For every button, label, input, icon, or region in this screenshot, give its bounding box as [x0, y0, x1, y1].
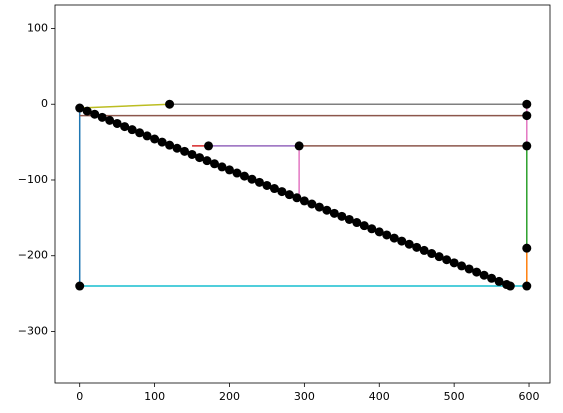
x-tick-label: 100: [144, 390, 165, 403]
y-tick-label: −200: [18, 249, 48, 262]
point: [294, 141, 304, 151]
point: [82, 106, 92, 116]
point: [75, 103, 85, 113]
point: [427, 249, 437, 259]
point: [449, 258, 459, 268]
y-tick-label: 100: [27, 21, 48, 34]
point: [165, 99, 175, 109]
point: [210, 159, 220, 169]
plot-frame: [54, 4, 551, 384]
x-tick-label: 0: [76, 390, 83, 403]
point: [457, 261, 467, 271]
point: [247, 174, 257, 184]
x-tick-label: 300: [294, 390, 315, 403]
point: [522, 243, 532, 253]
point: [404, 239, 414, 249]
point: [479, 270, 489, 280]
point: [397, 236, 407, 246]
point: [329, 208, 339, 218]
x-tick-label: 200: [219, 390, 240, 403]
point: [352, 218, 362, 228]
point: [180, 146, 190, 156]
point: [232, 168, 242, 178]
point: [277, 187, 287, 197]
point: [262, 180, 272, 190]
point: [254, 177, 264, 187]
point: [412, 242, 422, 252]
line: [79, 103, 170, 109]
point: [150, 134, 160, 144]
x-tick-label: 500: [444, 390, 465, 403]
point: [127, 125, 137, 135]
point: [90, 109, 100, 119]
point: [187, 149, 197, 159]
point: [97, 112, 107, 122]
point: [522, 111, 532, 121]
point: [112, 118, 122, 128]
point: [172, 143, 182, 153]
point: [359, 221, 369, 231]
point: [157, 137, 167, 147]
point: [464, 264, 474, 274]
point: [217, 162, 227, 172]
point: [224, 165, 234, 175]
point: [419, 245, 429, 255]
point: [165, 140, 175, 150]
x-tick-label: 400: [369, 390, 390, 403]
point: [195, 153, 205, 163]
x-tick-label: 600: [519, 390, 540, 403]
point: [75, 281, 85, 291]
point: [204, 141, 214, 151]
point: [522, 141, 532, 151]
point: [135, 128, 145, 138]
point: [434, 252, 444, 262]
point: [322, 205, 332, 215]
point: [142, 131, 152, 141]
point: [522, 99, 532, 109]
y-tick-label: −300: [18, 324, 48, 337]
point: [269, 184, 279, 194]
point: [292, 193, 302, 203]
point: [307, 199, 317, 209]
point: [120, 122, 130, 132]
point: [494, 276, 504, 286]
point: [314, 202, 324, 212]
point: [522, 281, 532, 291]
point: [382, 230, 392, 240]
point: [472, 267, 482, 277]
point: [105, 115, 115, 125]
y-tick-label: 0: [41, 97, 48, 110]
point: [374, 227, 384, 237]
point: [344, 214, 354, 224]
point: [442, 255, 452, 265]
point: [505, 281, 515, 291]
y-tick-label: −100: [18, 173, 48, 186]
point: [389, 233, 399, 243]
point: [337, 211, 347, 221]
point: [284, 190, 294, 200]
point: [202, 156, 212, 166]
point: [299, 196, 309, 206]
point: [487, 273, 497, 283]
point: [367, 224, 377, 234]
point: [239, 171, 249, 181]
